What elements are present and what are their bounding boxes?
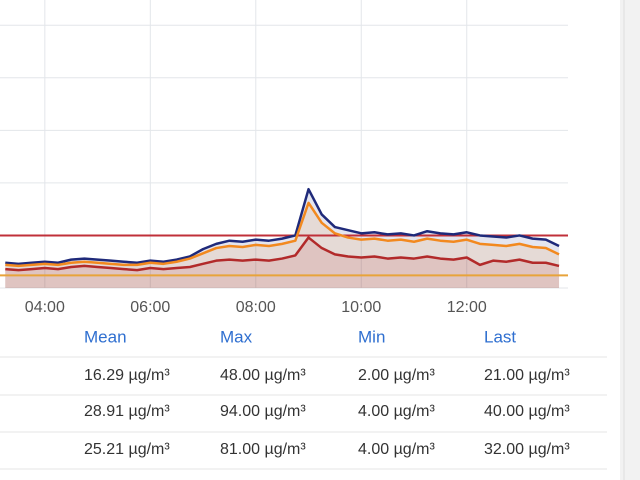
x-tick-label: 08:00 — [236, 299, 276, 316]
column-header: Last — [484, 327, 516, 346]
stat-value: 28.91 µg/m³ — [84, 403, 170, 420]
stat-value: 40.00 µg/m³ — [484, 403, 570, 420]
x-tick-label: 04:00 — [25, 299, 65, 316]
stat-value: 32.00 µg/m³ — [484, 441, 570, 458]
stat-value: 21.00 µg/m³ — [484, 367, 570, 384]
x-tick-label: 12:00 — [447, 299, 487, 316]
stat-value: 2.00 µg/m³ — [358, 367, 435, 384]
x-tick-label: 10:00 — [341, 299, 381, 316]
stat-value: 4.00 µg/m³ — [358, 441, 435, 458]
stat-value: 81.00 µg/m³ — [220, 441, 306, 458]
column-header: Min — [358, 327, 385, 346]
column-header: Mean — [84, 327, 127, 346]
series-line — [5, 187, 560, 266]
stat-value: 4.00 µg/m³ — [358, 403, 435, 420]
stat-value: 25.21 µg/m³ — [84, 441, 170, 458]
stat-value: 16.29 µg/m³ — [84, 367, 170, 384]
legend-table: Mean Max Min Last 16.29 µg/m³ 48.00 µg/m³ 2.00… — [0, 327, 607, 470]
series-line — [5, 201, 560, 268]
stat-value: 48.00 µg/m³ — [220, 367, 306, 384]
column-header: Max — [220, 327, 253, 346]
plot: 04:00 06:00 08:00 10:00 12:00 — [0, 0, 568, 316]
stat-value: 94.00 µg/m³ — [220, 403, 306, 420]
x-tick-label: 06:00 — [130, 299, 170, 316]
scrollbar-track — [620, 0, 640, 480]
series-area — [5, 202, 560, 288]
series-line — [5, 236, 560, 272]
